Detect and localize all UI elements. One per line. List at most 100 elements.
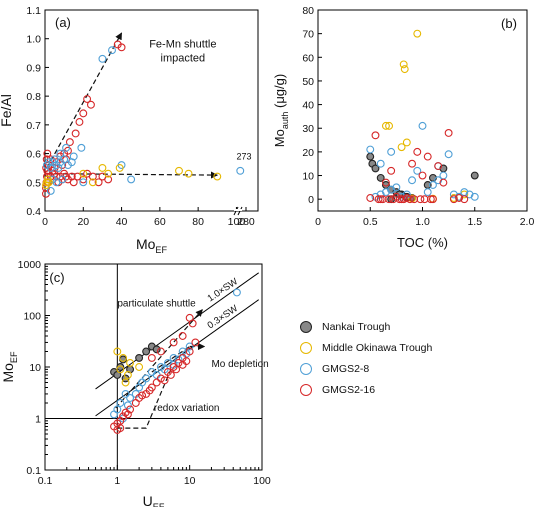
data-point — [376, 173, 385, 182]
y-tick-label: 60 — [302, 52, 314, 64]
data-point — [79, 175, 88, 184]
annotation-label: 273 — [236, 151, 251, 161]
data-point — [88, 178, 97, 187]
data-point — [88, 172, 97, 181]
data-point — [366, 145, 375, 154]
y-tick-label: 1000 — [18, 259, 42, 271]
data-point — [123, 401, 132, 410]
data-point — [119, 353, 128, 362]
x-axis-label: TOC (%) — [397, 235, 448, 250]
y-tick-label: 20 — [302, 147, 314, 159]
data-point — [126, 358, 135, 367]
data-point — [439, 178, 448, 187]
data-point — [71, 129, 80, 138]
x-tick-label: 0.1 — [38, 475, 53, 487]
data-point — [455, 194, 464, 202]
legend: Nankai Trough Middle Okinawa Trough GMGS… — [300, 318, 520, 402]
data-point — [371, 164, 380, 173]
plot-frame — [44, 9, 259, 212]
data-point — [169, 338, 178, 347]
data-point — [470, 171, 479, 180]
y-tick-label: 1.1 — [26, 5, 41, 17]
data-point — [470, 192, 479, 201]
y-tick-label: 0.8 — [26, 91, 41, 103]
data-point — [232, 288, 241, 297]
data-point — [152, 345, 161, 354]
data-point — [416, 195, 425, 204]
x-tick-label: 1 — [114, 475, 120, 487]
data-point — [123, 371, 132, 379]
data-point — [175, 166, 183, 175]
y-tick-label: 0.5 — [26, 177, 41, 189]
data-point — [444, 150, 453, 159]
x-axis-label: MoEF — [136, 236, 168, 255]
data-point — [46, 186, 55, 195]
data-point — [392, 183, 401, 192]
plot-frame — [317, 9, 528, 212]
legend-item-okinawa: Middle Okinawa Trough — [300, 339, 520, 357]
data-point — [44, 178, 53, 187]
x-tick-label: 80 — [192, 216, 204, 228]
y-axis-label: Fe/Al — [0, 94, 14, 127]
data-point — [460, 195, 469, 204]
data-point — [156, 374, 165, 383]
data-point — [142, 347, 151, 356]
x-tick-label: 40 — [116, 216, 128, 228]
data-point — [79, 169, 88, 178]
data-point — [397, 195, 406, 204]
y-tick-label: 10 — [29, 362, 41, 374]
data-point — [113, 405, 122, 414]
data-point — [166, 371, 175, 379]
data-point — [413, 166, 422, 175]
data-point — [400, 65, 409, 74]
y-tick-label: 70 — [302, 29, 314, 41]
data-point — [408, 159, 416, 168]
legend-label: GMGS2-8 — [322, 363, 370, 375]
panel-label: (a) — [55, 15, 71, 30]
data-point — [397, 143, 406, 152]
data-point — [115, 163, 124, 172]
data-point — [142, 374, 151, 383]
legend-label: GMGS2-16 — [322, 384, 376, 396]
data-point — [188, 319, 197, 328]
data-point — [126, 405, 135, 414]
legend-item-gmgs2-8: GMGS2-8 — [300, 360, 520, 378]
panel-b: 0 10 20 30 40 50 60 70 80 0 0.5 1.0 1.5 2.0 TOC (%) Moa… — [272, 5, 534, 250]
data-point — [376, 159, 385, 168]
panel-label: (c) — [49, 270, 64, 285]
panel-label: (b) — [501, 16, 517, 31]
data-point — [418, 121, 427, 130]
data-point — [113, 347, 122, 356]
data-point — [376, 195, 385, 204]
data-point — [426, 195, 435, 204]
data-point — [169, 363, 178, 371]
data-point — [434, 162, 443, 171]
data-point — [104, 169, 113, 178]
y-tick-label: 1.0 — [26, 34, 41, 46]
data-point — [374, 195, 383, 204]
data-point — [58, 175, 67, 184]
data-point — [182, 357, 191, 366]
data-point — [172, 365, 181, 374]
data-point — [402, 138, 411, 147]
y-tick-label: 0.7 — [26, 120, 41, 132]
data-point — [116, 363, 125, 371]
data-point — [381, 188, 390, 197]
data-point — [123, 410, 132, 419]
trend-arrow-diagonal — [46, 32, 123, 169]
data-point — [131, 399, 140, 407]
data-point — [116, 424, 125, 433]
y-tick-label: 0.4 — [26, 206, 41, 218]
data-point — [121, 389, 130, 398]
legend-item-gmgs2-16: GMGS2-16 — [300, 381, 520, 399]
data-point — [116, 365, 125, 374]
data-point — [385, 121, 394, 130]
redox-variation-path — [117, 369, 172, 429]
data-point — [439, 171, 448, 180]
data-point — [43, 149, 52, 158]
data-point — [213, 172, 222, 181]
data-point — [98, 54, 107, 63]
data-point — [444, 129, 453, 137]
